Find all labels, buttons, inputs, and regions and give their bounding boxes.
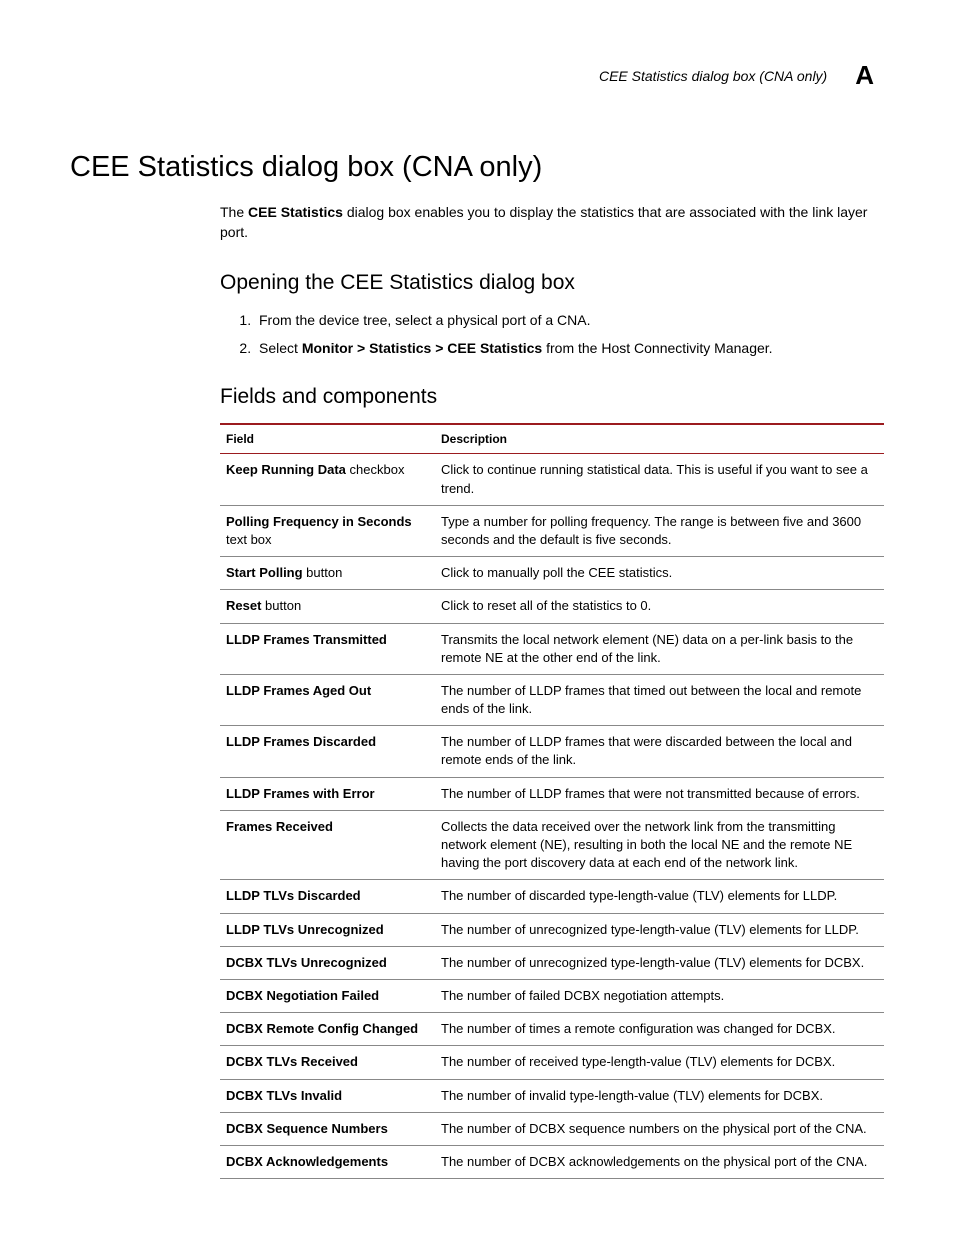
desc-cell: Collects the data received over the netw… [435,810,884,880]
field-name: Polling Frequency in Seconds [226,514,412,529]
table-row: DCBX TLVs Invalid The number of invalid t… [220,1079,884,1112]
field-name: DCBX TLVs Unrecognized [226,955,387,970]
table-row: Reset buttonClick to reset all of the st… [220,590,884,623]
field-name: DCBX Acknowledgements [226,1154,388,1169]
section-opening-title: Opening the CEE Statistics dialog box [70,271,884,295]
desc-cell: The number of received type-length-value… [435,1046,884,1079]
field-cell: LLDP Frames Aged Out [220,674,435,725]
table-header-row: Field Description [220,424,884,454]
desc-cell: Transmits the local network element (NE)… [435,623,884,674]
field-cell: LLDP Frames Discarded [220,726,435,777]
table-row: LLDP TLVs Discarded The number of discard… [220,880,884,913]
section-fields-title: Fields and components [70,385,884,409]
table-row: Polling Frequency in Seconds text boxTyp… [220,505,884,556]
field-suffix: text box [226,532,272,547]
table-row: Start Polling buttonClick to manually po… [220,557,884,590]
table-row: DCBX Negotiation Failed The number of fai… [220,979,884,1012]
desc-cell: Click to continue running statistical da… [435,454,884,505]
table-row: LLDP Frames with Error The number of LLDP… [220,777,884,810]
field-cell: LLDP Frames with Error [220,777,435,810]
step-2-rest: from the Host Connectivity Manager. [542,340,772,356]
step-1: From the device tree, select a physical … [255,309,884,331]
field-cell: DCBX Remote Config Changed [220,1013,435,1046]
desc-cell: Type a number for polling frequency. The… [435,505,884,556]
desc-cell: The number of DCBX sequence numbers on t… [435,1112,884,1145]
field-cell: Keep Running Data checkbox [220,454,435,505]
desc-cell: The number of DCBX acknowledgements on t… [435,1145,884,1178]
table-row: DCBX Acknowledgements The number of DCBX … [220,1145,884,1178]
field-cell: Polling Frequency in Seconds text box [220,505,435,556]
field-name: DCBX TLVs Received [226,1054,358,1069]
desc-cell: The number of failed DCBX negotiation at… [435,979,884,1012]
field-cell: LLDP TLVs Unrecognized [220,913,435,946]
col-desc-header: Description [435,424,884,454]
field-suffix: button [303,565,343,580]
table-row: Frames Received Collects the data receive… [220,810,884,880]
table-row: Keep Running Data checkboxClick to conti… [220,454,884,505]
field-cell: DCBX TLVs Unrecognized [220,946,435,979]
field-cell: Reset button [220,590,435,623]
desc-cell: The number of discarded type-length-valu… [435,880,884,913]
desc-cell: Click to manually poll the CEE statistic… [435,557,884,590]
field-name: Start Polling [226,565,303,580]
table-row: LLDP Frames Aged Out The number of LLDP f… [220,674,884,725]
field-cell: LLDP TLVs Discarded [220,880,435,913]
intro-paragraph: The CEE Statistics dialog box enables yo… [70,202,884,243]
step-1-text: From the device tree, select a physical … [259,312,590,328]
field-name: Keep Running Data [226,462,346,477]
field-suffix: checkbox [346,462,405,477]
step-2-prefix: Select [259,340,302,356]
field-name: DCBX Remote Config Changed [226,1021,418,1036]
page-title: CEE Statistics dialog box (CNA only) [70,151,884,184]
step-2: Select Monitor > Statistics > CEE Statis… [255,337,884,359]
field-name: DCBX Negotiation Failed [226,988,379,1003]
table-row: LLDP TLVs Unrecognized The number of unre… [220,913,884,946]
field-name: LLDP TLVs Discarded [226,888,361,903]
page-header: CEE Statistics dialog box (CNA only) A [70,60,884,91]
field-cell: Frames Received [220,810,435,880]
desc-cell: The number of times a remote configurati… [435,1013,884,1046]
field-name: LLDP Frames Discarded [226,734,376,749]
field-cell: DCBX Acknowledgements [220,1145,435,1178]
field-name: DCBX Sequence Numbers [226,1121,388,1136]
field-suffix: button [261,598,301,613]
table-row: DCBX TLVs Received The number of received… [220,1046,884,1079]
appendix-letter: A [855,60,874,91]
step-2-bold: Monitor > Statistics > CEE Statistics [302,340,542,356]
table-row: DCBX Remote Config Changed The number of … [220,1013,884,1046]
desc-cell: The number of LLDP frames that were disc… [435,726,884,777]
table-row: DCBX Sequence Numbers The number of DCBX … [220,1112,884,1145]
field-cell: LLDP Frames Transmitted [220,623,435,674]
table-row: DCBX TLVs Unrecognized The number of unre… [220,946,884,979]
field-name: LLDP Frames Transmitted [226,632,387,647]
field-cell: DCBX Negotiation Failed [220,979,435,1012]
intro-bold: CEE Statistics [248,204,343,220]
table-row: LLDP Frames Transmitted Transmits the loc… [220,623,884,674]
desc-cell: Click to reset all of the statistics to … [435,590,884,623]
desc-cell: The number of LLDP frames that were not … [435,777,884,810]
col-field-header: Field [220,424,435,454]
desc-cell: The number of unrecognized type-length-v… [435,913,884,946]
running-title: CEE Statistics dialog box (CNA only) [599,68,827,84]
field-cell: DCBX Sequence Numbers [220,1112,435,1145]
field-name: Reset [226,598,261,613]
field-name: LLDP Frames with Error [226,786,375,801]
field-cell: Start Polling button [220,557,435,590]
fields-table: Field Description Keep Running Data chec… [220,423,884,1179]
intro-prefix: The [220,204,248,220]
field-name: DCBX TLVs Invalid [226,1088,342,1103]
field-cell: DCBX TLVs Received [220,1046,435,1079]
desc-cell: The number of LLDP frames that timed out… [435,674,884,725]
field-name: LLDP Frames Aged Out [226,683,371,698]
field-cell: DCBX TLVs Invalid [220,1079,435,1112]
field-name: Frames Received [226,819,333,834]
steps-list: From the device tree, select a physical … [70,309,884,360]
desc-cell: The number of unrecognized type-length-v… [435,946,884,979]
table-row: LLDP Frames Discarded The number of LLDP … [220,726,884,777]
field-name: LLDP TLVs Unrecognized [226,922,384,937]
desc-cell: The number of invalid type-length-value … [435,1079,884,1112]
